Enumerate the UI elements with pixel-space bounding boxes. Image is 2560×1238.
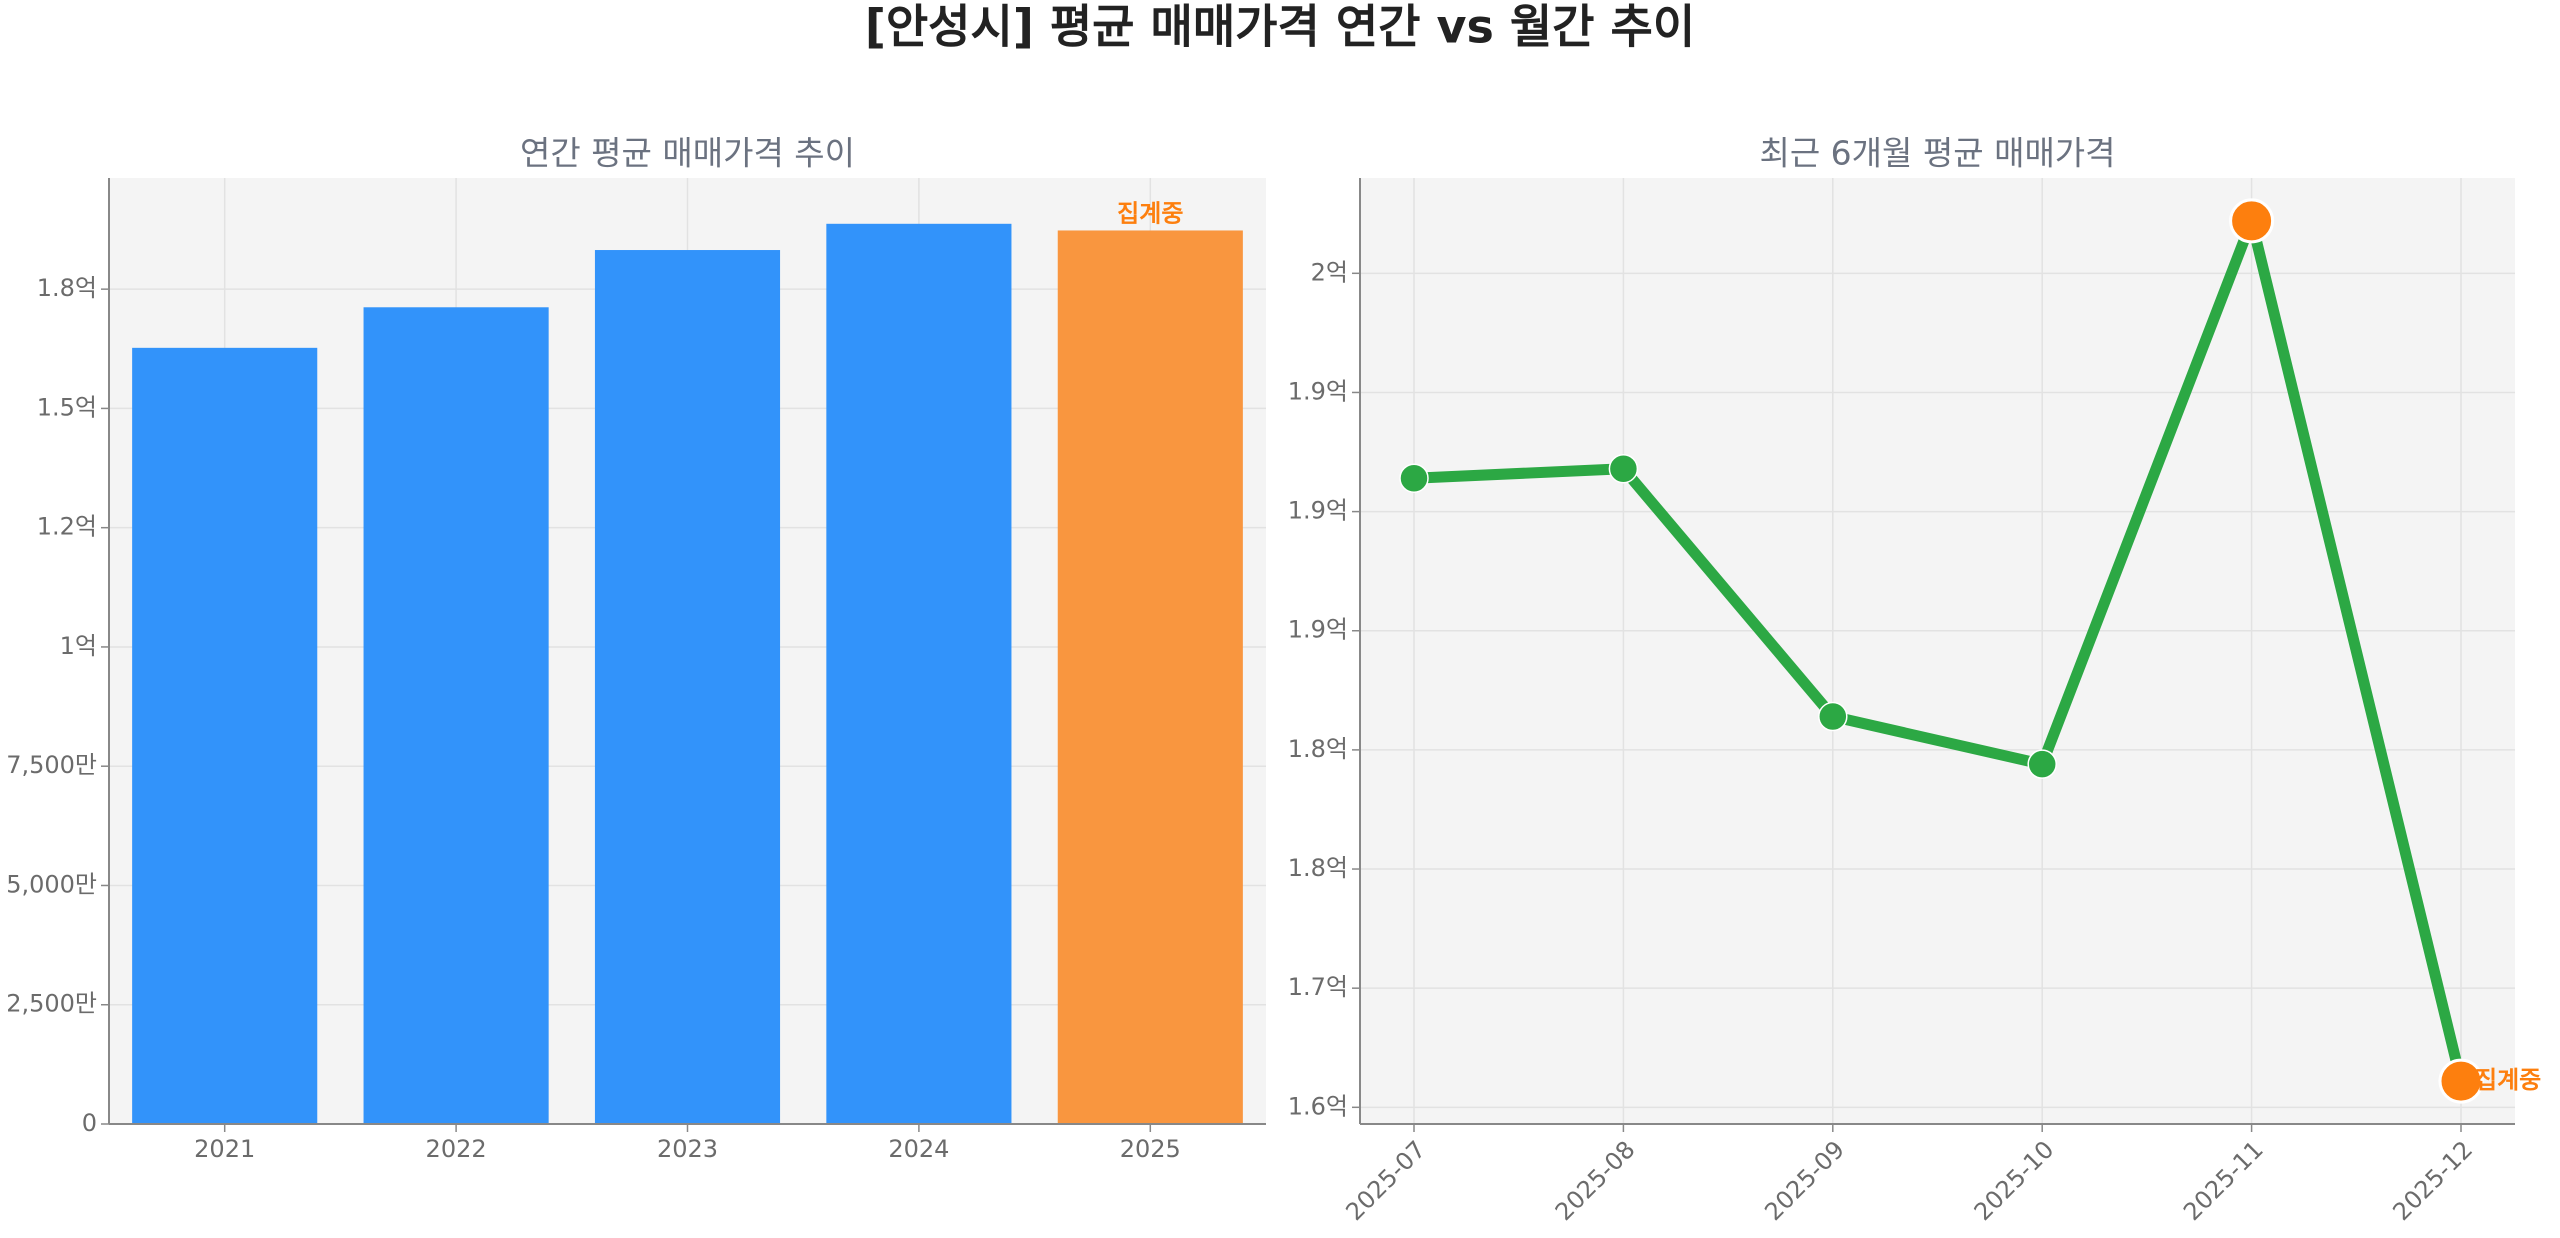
x-tick-label: 2022 (426, 1135, 487, 1163)
plot-area (1360, 178, 2515, 1124)
x-tick-label: 2025-07 (1340, 1135, 1431, 1226)
point (2438, 1058, 2484, 1104)
y-tick-label: 1.5억 (37, 393, 97, 421)
annotation: 집계중 (1117, 199, 1183, 227)
x-tick-label: 2025-10 (1969, 1135, 2060, 1226)
y-tick-label: 2억 (1311, 258, 1348, 286)
x-tick-label: 2025-12 (2387, 1135, 2478, 1226)
y-tick-label: 2,500만 (6, 990, 97, 1018)
y-tick-label: 1.2억 (37, 513, 97, 541)
point (1608, 453, 1639, 484)
point (1399, 463, 1429, 493)
y-tick-label: 1.9억 (1288, 497, 1348, 525)
x-tick-label: 2023 (657, 1135, 718, 1163)
bar (826, 223, 1012, 1125)
point (1818, 701, 1848, 732)
figure-title: [안성시] 평균 매매가격 연간 vs 월간 추이 (865, 0, 1695, 54)
y-tick-label: 1.8억 (1288, 854, 1348, 882)
x-tick-label: 2021 (194, 1135, 255, 1163)
y-tick-label: 1.6억 (1288, 1092, 1348, 1120)
x-tick-label: 2025-08 (1550, 1135, 1641, 1226)
bar (594, 250, 781, 1125)
y-tick-label: 1.9억 (1288, 616, 1348, 644)
point (2027, 749, 2057, 779)
y-tick-label: 5,000만 (6, 870, 97, 898)
chart-title: 연간 평균 매매가격 추이 (520, 134, 855, 173)
bar (132, 347, 318, 1125)
bar (363, 307, 549, 1125)
y-tick-label: 7,500만 (6, 751, 97, 779)
x-tick-label: 2025-11 (2178, 1135, 2269, 1226)
y-tick-label: 1.8억 (1288, 735, 1348, 763)
y-tick-label: 1.9억 (1288, 377, 1348, 405)
bar (1057, 230, 1243, 1124)
point (2229, 198, 2275, 244)
x-tick-label: 2025-09 (1759, 1135, 1850, 1226)
annotation: 집계중 (2475, 1066, 2541, 1094)
line (1413, 215, 2467, 1083)
y-tick-label: 1억 (60, 632, 97, 660)
y-tick-label: 0 (82, 1109, 97, 1137)
x-tick-label: 2025 (1120, 1135, 1181, 1163)
y-tick-label: 1.8억 (37, 274, 97, 302)
x-tick-label: 2024 (888, 1135, 949, 1163)
y-tick-label: 1.7억 (1288, 973, 1348, 1001)
chart-title: 최근 6개월 평균 매매가격 (1759, 134, 2115, 173)
